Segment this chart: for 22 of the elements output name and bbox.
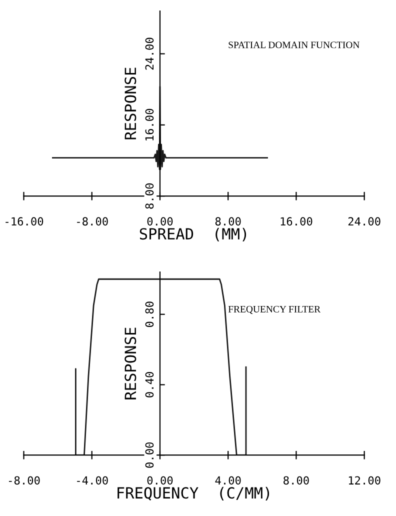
y-tick-label: 0.00 — [145, 442, 154, 468]
x-tick-label: 8.00 — [215, 217, 241, 226]
x-tick-label: -8.00 — [77, 217, 108, 226]
annotation: FREQUENCY FILTER — [228, 306, 321, 314]
annotation: SPATIAL DOMAIN FUNCTION — [228, 42, 360, 48]
x-axis-title: SPREAD (MM) — [140, 228, 246, 242]
y-tick-label: 0.40 — [145, 372, 154, 398]
x-tick-label: 4.00 — [215, 476, 241, 485]
x-tick-label: -4.00 — [77, 476, 108, 485]
x-tick-label: 8.00 — [284, 476, 309, 485]
y-axis-title: RESPONSE — [124, 328, 136, 400]
x-tick-label: -16.00 — [6, 217, 44, 226]
x-tick-label: 12.00 — [348, 476, 380, 485]
x-tick-label: 16.00 — [280, 217, 312, 226]
x-axis-title: FREQUENCY (C/MM) — [118, 486, 270, 500]
y-tick-label: 16.00 — [145, 108, 154, 140]
y-tick-label: 24.00 — [145, 38, 154, 70]
x-tick-label: 24.00 — [348, 217, 380, 226]
y-tick-label: 0.80 — [145, 302, 154, 327]
y-tick-label: 8.00 — [145, 183, 154, 209]
x-tick-label: -8.00 — [8, 476, 40, 485]
y-axis-title: RESPONSE — [124, 68, 136, 140]
